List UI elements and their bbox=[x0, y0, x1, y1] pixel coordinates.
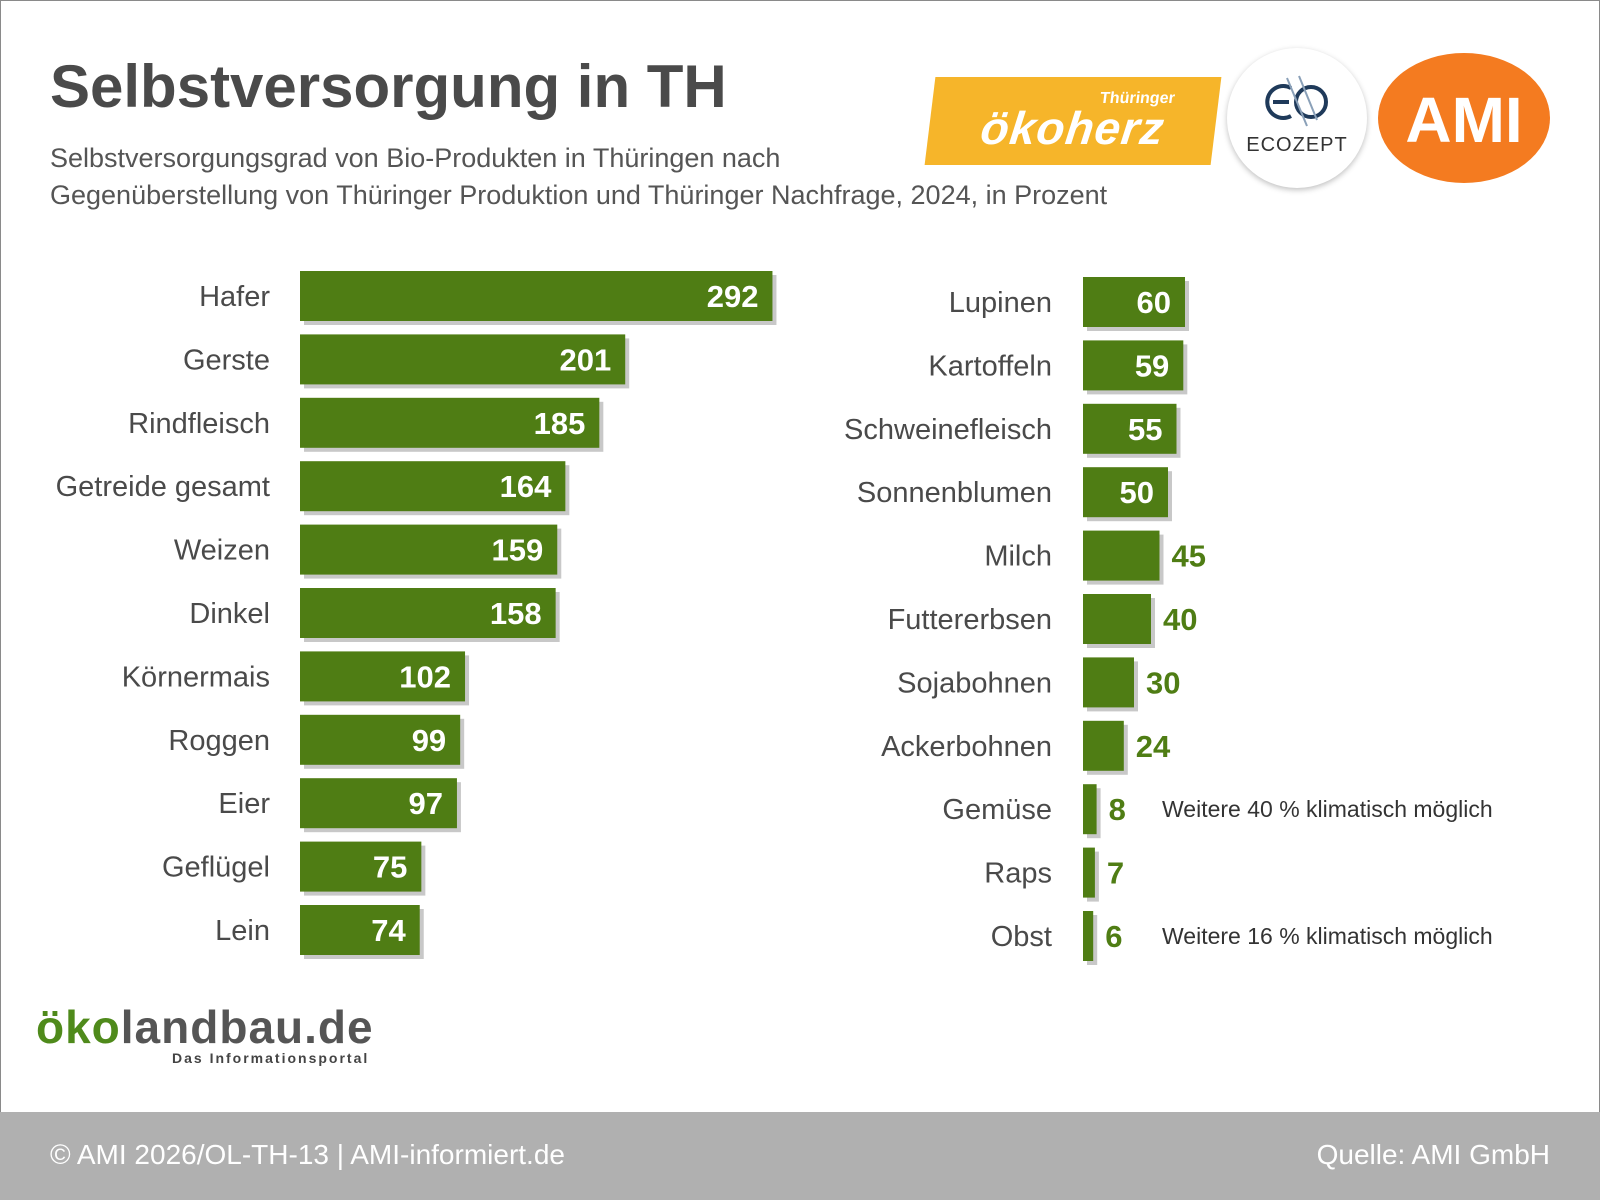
bar-left bbox=[300, 524, 558, 575]
ami-logo-text: AMI bbox=[1405, 84, 1523, 156]
category-label: Gerste bbox=[183, 344, 270, 376]
bar-right bbox=[1083, 657, 1134, 708]
oekolandbau-logo-tagline: Das Informationsportal bbox=[172, 1050, 370, 1066]
subtitle-line-2: Gegenüberstellung von Thüringer Produkti… bbox=[50, 180, 1108, 210]
oekolandbau-logo-text: ökolandbau.de bbox=[36, 1000, 374, 1054]
category-label: Hafer bbox=[199, 281, 270, 313]
value-label: 6 bbox=[1105, 919, 1122, 954]
bar-right bbox=[1083, 530, 1160, 581]
value-label: 24 bbox=[1136, 729, 1171, 764]
value-label: 60 bbox=[1137, 285, 1171, 320]
bar-left bbox=[300, 397, 600, 448]
value-label: 40 bbox=[1163, 602, 1197, 637]
bar-right bbox=[1083, 784, 1097, 835]
bar-right bbox=[1083, 467, 1168, 518]
value-label: 102 bbox=[399, 659, 451, 694]
footer-bar: © AMI 2026/OL-TH-13 | AMI-informiert.de … bbox=[0, 1112, 1600, 1200]
value-label: 74 bbox=[371, 913, 406, 948]
category-label: Rindfleisch bbox=[128, 408, 270, 440]
ami-logo: AMI bbox=[1378, 53, 1550, 183]
value-label: 55 bbox=[1128, 412, 1162, 447]
category-label: Gemüse bbox=[942, 794, 1052, 826]
value-label: 292 bbox=[707, 279, 759, 314]
chart-subtitle: Selbstversorgungsgrad von Bio-Produkten … bbox=[50, 140, 1250, 214]
value-label: 164 bbox=[500, 469, 552, 504]
bar-chart: Hafer 292 Gerste 201 Rindfleisch 185 Getreide … bbox=[56, 271, 1493, 965]
value-label: 201 bbox=[559, 342, 611, 377]
category-label: Geflügel bbox=[162, 852, 270, 884]
value-label: 7 bbox=[1107, 856, 1124, 891]
oekolandbau-logo-part1: öko bbox=[36, 1001, 121, 1053]
ecozept-logo: ECOZEPT bbox=[1227, 48, 1367, 188]
bar-right bbox=[1083, 911, 1094, 961]
annotation-note: Weitere 16 % klimatisch möglich bbox=[1162, 923, 1493, 949]
category-label: Ackerbohnen bbox=[881, 731, 1052, 763]
value-label: 158 bbox=[490, 596, 542, 631]
bar-left bbox=[300, 778, 457, 829]
bar-right bbox=[1083, 847, 1095, 898]
bar-left bbox=[300, 588, 556, 638]
category-label: Milch bbox=[984, 541, 1052, 573]
category-label: Roggen bbox=[168, 725, 270, 757]
category-label: Schweinefleisch bbox=[844, 414, 1052, 446]
category-label: Getreide gesamt bbox=[56, 471, 270, 503]
bar-left bbox=[300, 651, 466, 702]
bar-right bbox=[1083, 594, 1151, 644]
value-label: 97 bbox=[408, 786, 442, 821]
value-label: 75 bbox=[373, 850, 407, 885]
value-label: 30 bbox=[1146, 665, 1180, 700]
category-label: Sonnenblumen bbox=[857, 477, 1052, 509]
category-label: Obst bbox=[991, 921, 1052, 953]
category-label: Dinkel bbox=[189, 598, 270, 630]
footer-source: Quelle: AMI GmbH bbox=[1316, 1139, 1550, 1170]
value-label: 50 bbox=[1120, 475, 1154, 510]
bar-left bbox=[300, 714, 461, 765]
category-label: Sojabohnen bbox=[897, 667, 1052, 699]
value-label: 59 bbox=[1135, 348, 1169, 383]
subtitle-line-1: Selbstversorgungsgrad von Bio-Produkten … bbox=[50, 143, 781, 173]
category-label: Lein bbox=[215, 915, 270, 947]
category-label: Raps bbox=[984, 858, 1052, 890]
bar-left bbox=[300, 905, 420, 955]
bar-left bbox=[300, 334, 626, 385]
category-label: Weizen bbox=[174, 535, 270, 567]
category-label: Futtererbsen bbox=[888, 604, 1052, 636]
bar-left bbox=[300, 841, 422, 892]
value-label: 185 bbox=[534, 406, 586, 441]
footer-copyright: © AMI 2026/OL-TH-13 | AMI-informiert.de bbox=[50, 1139, 565, 1170]
chart-title: Selbstversorgung in TH bbox=[50, 53, 727, 120]
bar-left bbox=[300, 461, 566, 512]
ecozept-emblem-icon bbox=[1265, 75, 1328, 127]
bar-right bbox=[1083, 403, 1177, 454]
value-label: 45 bbox=[1172, 539, 1206, 574]
bar-right bbox=[1083, 277, 1185, 327]
category-label: Lupinen bbox=[949, 287, 1052, 319]
bar-right bbox=[1083, 720, 1124, 771]
value-label: 8 bbox=[1109, 792, 1126, 827]
oekolandbau-logo: ökolandbau.de Das Informationsportal bbox=[36, 1000, 396, 1070]
category-label: Eier bbox=[218, 788, 270, 820]
ecozept-logo-text: ECOZEPT bbox=[1246, 134, 1348, 156]
oekolandbau-logo-part2: landbau.de bbox=[120, 1001, 374, 1053]
annotation-note: Weitere 40 % klimatisch möglich bbox=[1162, 796, 1493, 822]
value-label: 159 bbox=[492, 533, 544, 568]
bar-right bbox=[1083, 340, 1184, 391]
value-label: 99 bbox=[412, 723, 446, 758]
category-label: Körnermais bbox=[122, 661, 270, 693]
category-label: Kartoffeln bbox=[928, 350, 1052, 382]
bar-left bbox=[300, 271, 773, 321]
